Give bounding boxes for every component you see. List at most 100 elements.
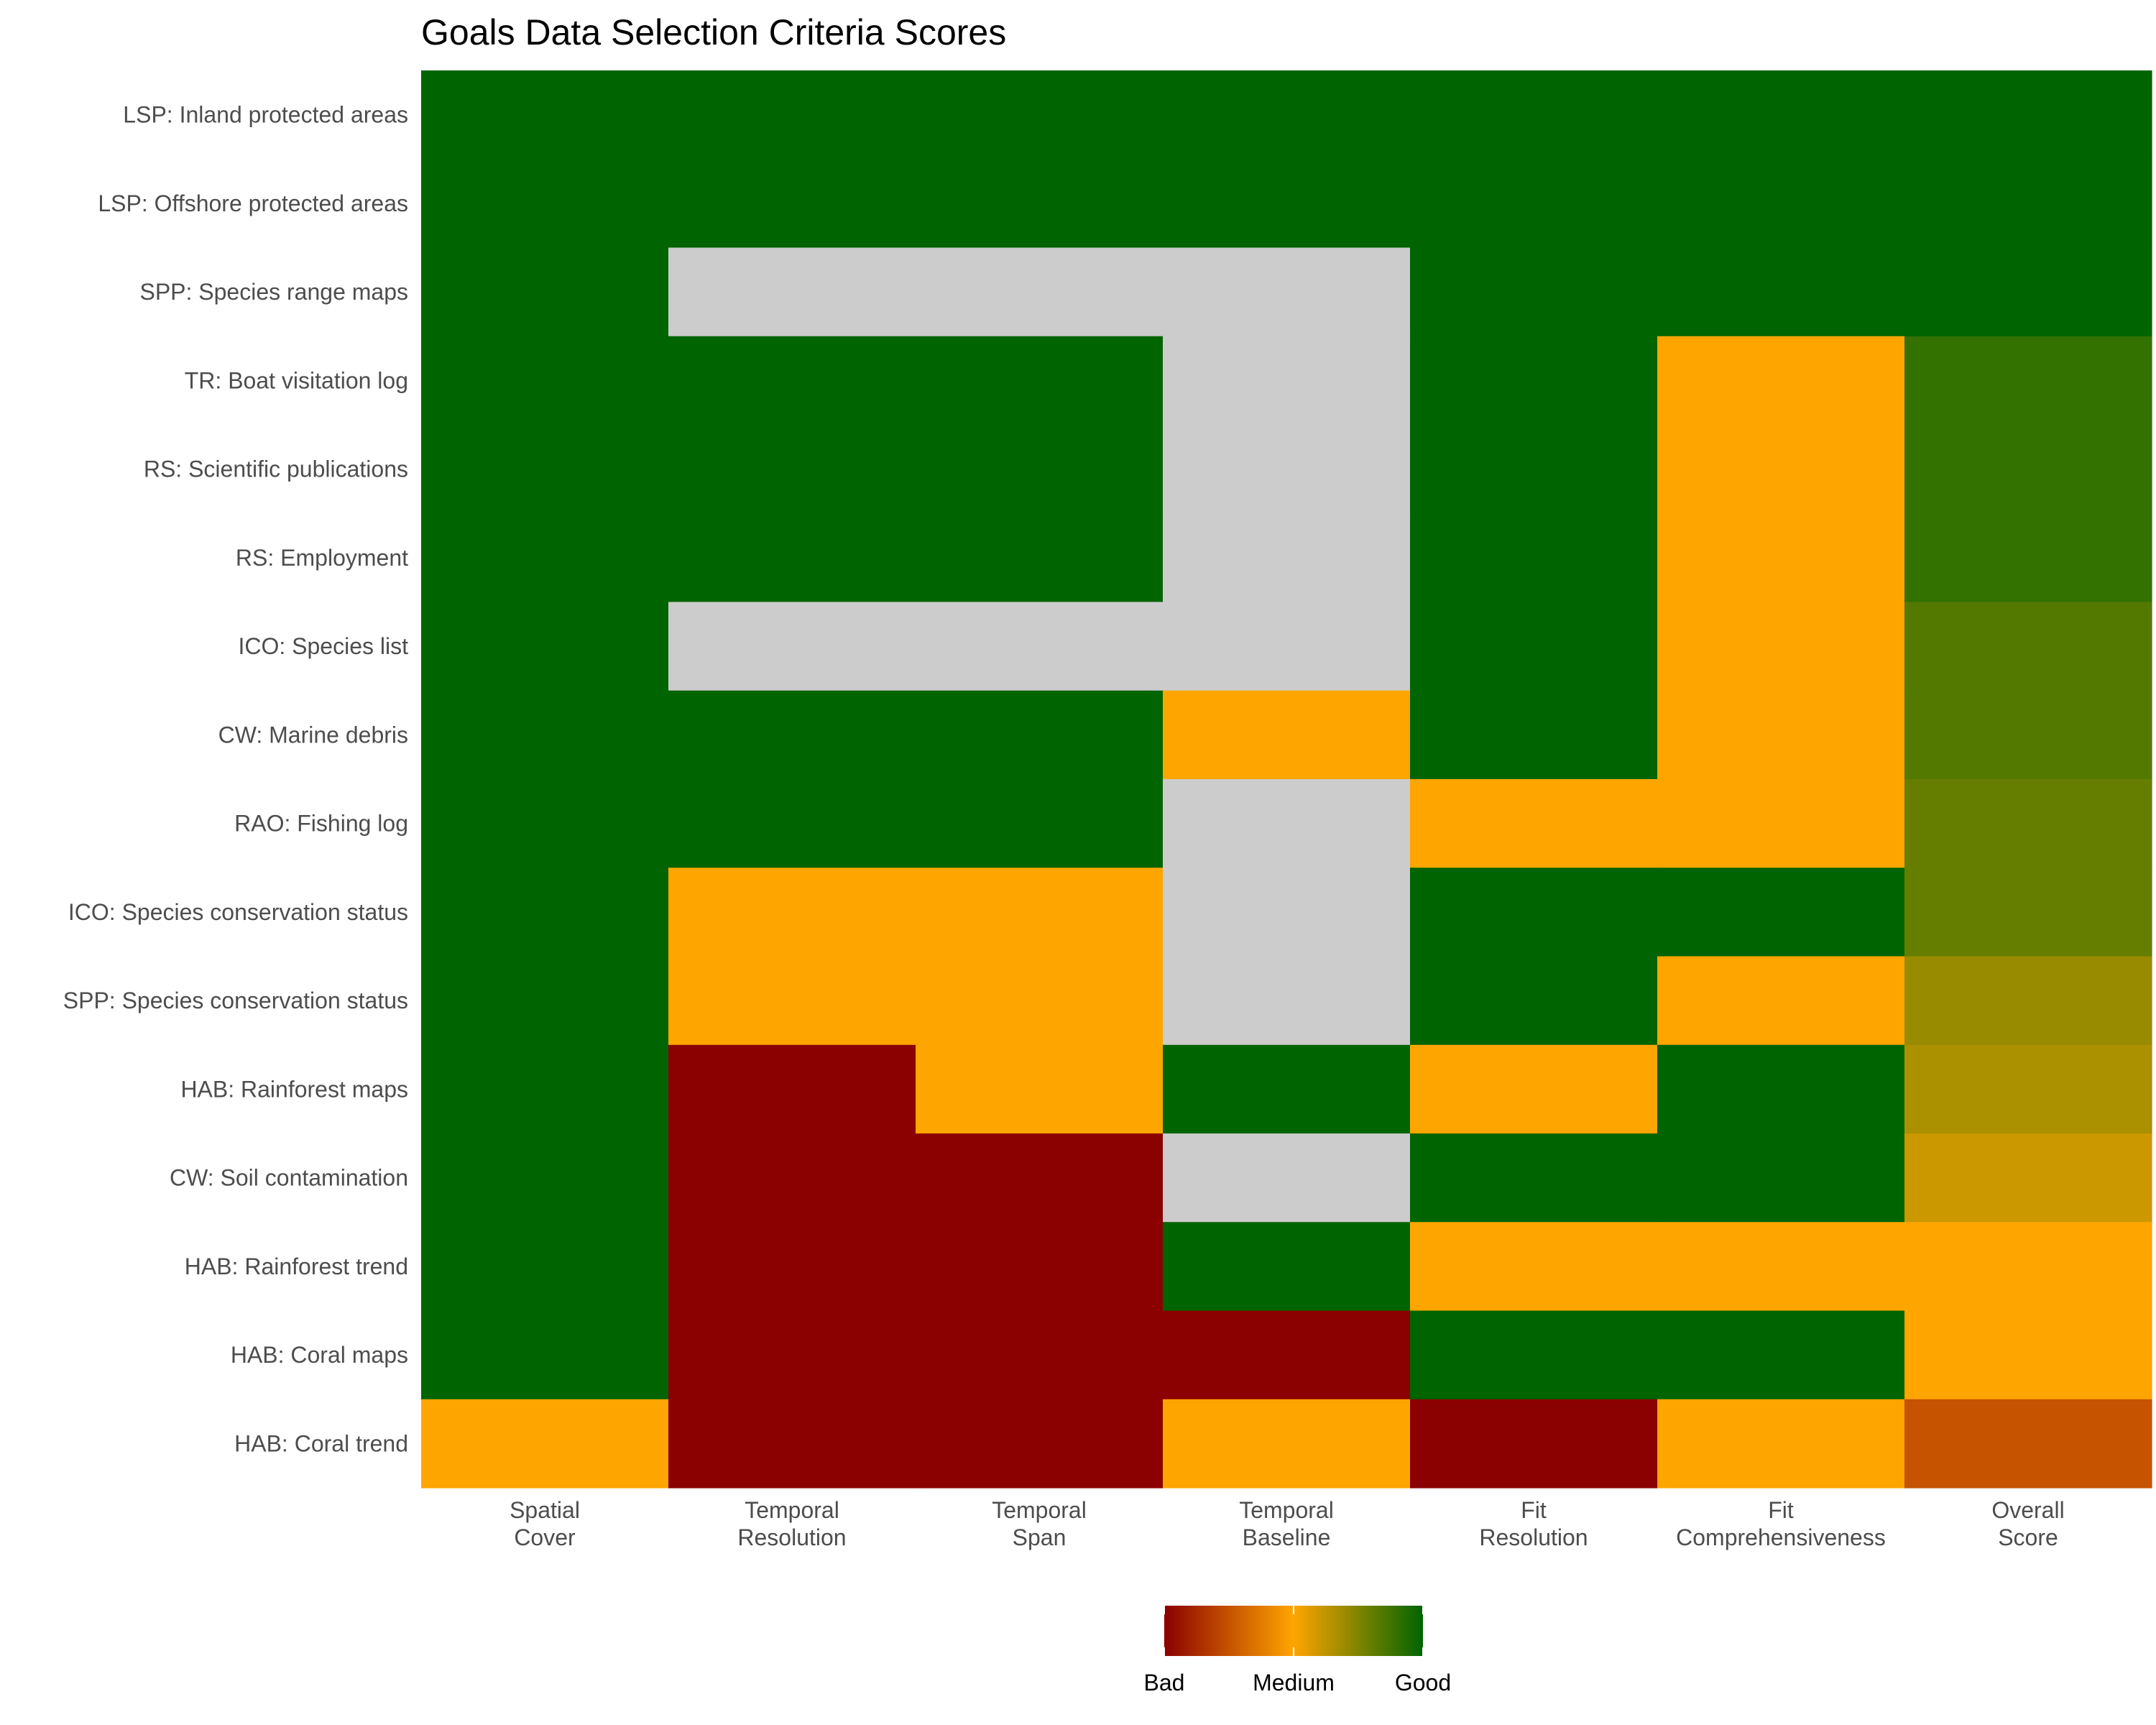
heatmap-cell-r14-c2: [916, 1310, 1164, 1400]
heatmap-cell-r15-c1: [668, 1399, 916, 1489]
heatmap-cell-r7-c3: [1163, 690, 1411, 780]
heatmap-cell-r10-c5: [1657, 956, 1905, 1046]
row-label: HAB: Coral trend: [234, 1430, 408, 1456]
heatmap-cell-r10-c0: [421, 956, 669, 1046]
heatmap-cell-r15-c5: [1657, 1399, 1905, 1489]
heatmap-cell-r0-c0: [421, 70, 669, 160]
heatmap-cell-r0-c4: [1410, 70, 1658, 160]
heatmap-cell-r7-c1: [668, 690, 916, 780]
heatmap-cell-r8-c1: [668, 779, 916, 868]
heatmap-cell-r8-c3: [1163, 779, 1411, 868]
heatmap-cell-r6-c1: [668, 602, 916, 691]
legend-ticks: [1164, 1606, 1424, 1656]
heatmap-cell-r1-c2: [916, 159, 1164, 249]
heatmap-cell-r14-c5: [1657, 1310, 1905, 1400]
heatmap-cell-r9-c3: [1163, 868, 1411, 957]
heatmap-cell-r7-c0: [421, 690, 669, 780]
heatmap-cell-r7-c5: [1657, 690, 1905, 780]
column-label: Temporal Baseline: [1239, 1497, 1334, 1550]
heatmap-cell-r0-c2: [916, 70, 1164, 160]
heatmap-cell-r10-c6: [1904, 956, 2152, 1046]
heatmap-cell-r5-c4: [1410, 513, 1658, 603]
heatmap-cell-r13-c2: [916, 1222, 1164, 1312]
column-label: Overall Score: [1991, 1497, 2064, 1550]
row-label: SPP: Species range maps: [139, 279, 408, 305]
heatmap-cell-r3-c0: [421, 336, 669, 426]
column-label-line: Span: [1013, 1524, 1067, 1550]
heatmap-cell-r15-c2: [916, 1399, 1164, 1489]
legend-label: Bad: [1144, 1670, 1185, 1696]
column-label-line: Spatial: [510, 1497, 580, 1523]
column-label-line: Overall: [1991, 1497, 2064, 1523]
heatmap-cell-r12-c4: [1410, 1133, 1658, 1223]
heatmap-cell-r3-c4: [1410, 336, 1658, 426]
heatmap-cell-r5-c1: [668, 513, 916, 603]
column-label-line: Fit: [1521, 1497, 1547, 1523]
row-label: TR: Boat visitation log: [185, 367, 408, 393]
heatmap-cell-r0-c5: [1657, 70, 1905, 160]
column-label-line: Comprehensiveness: [1676, 1524, 1886, 1550]
heatmap-cell-r2-c6: [1904, 247, 2152, 337]
row-label: HAB: Rainforest maps: [180, 1076, 408, 1102]
heatmap-cell-r15-c6: [1904, 1399, 2152, 1489]
heatmap-cell-r12-c2: [916, 1133, 1164, 1223]
column-label-line: Temporal: [1239, 1497, 1334, 1523]
heatmap-cell-r3-c3: [1163, 336, 1411, 426]
heatmap-cell-r9-c2: [916, 868, 1164, 957]
heatmap-cell-r9-c0: [421, 868, 669, 957]
heatmap-cell-r3-c1: [668, 336, 916, 426]
heatmap-cell-r1-c4: [1410, 159, 1658, 249]
heatmap-cell-r12-c1: [668, 1133, 916, 1223]
row-label: LSP: Inland protected areas: [123, 102, 408, 128]
heatmap-cell-r12-c5: [1657, 1133, 1905, 1223]
heatmap-cell-r15-c0: [421, 1399, 669, 1489]
heatmap-cell-r6-c5: [1657, 602, 1905, 691]
heatmap-cell-r1-c0: [421, 159, 669, 249]
row-label: RAO: Fishing log: [234, 811, 408, 837]
column-label-line: Cover: [514, 1524, 576, 1550]
column-label: Temporal Span: [992, 1497, 1087, 1550]
heatmap-cell-r14-c0: [421, 1310, 669, 1400]
row-label: ICO: Species list: [238, 633, 408, 659]
heatmap-cell-r13-c5: [1657, 1222, 1905, 1312]
heatmap-cell-r3-c5: [1657, 336, 1905, 426]
column-label-line: Resolution: [1479, 1524, 1588, 1550]
heatmap-cell-r6-c4: [1410, 602, 1658, 691]
heatmap-cell-r7-c6: [1904, 690, 2152, 780]
row-label: HAB: Coral maps: [231, 1342, 408, 1368]
column-label-line: Score: [1998, 1524, 2058, 1550]
heatmap-cell-r4-c3: [1163, 425, 1411, 514]
row-label: HAB: Rainforest trend: [185, 1254, 408, 1279]
row-label: ICO: Species conservation status: [68, 899, 408, 925]
column-label: Temporal Resolution: [737, 1497, 846, 1550]
heatmap-cell-r10-c2: [916, 956, 1164, 1046]
row-label: CW: Soil contamination: [170, 1165, 408, 1191]
heatmap-cell-r6-c3: [1163, 602, 1411, 691]
heatmap-cell-r4-c1: [668, 425, 916, 514]
heatmap-cell-r10-c4: [1410, 956, 1658, 1046]
heatmap-cell-r14-c3: [1163, 1310, 1411, 1400]
heatmap-cell-r4-c4: [1410, 425, 1658, 514]
heatmap-cell-r5-c2: [916, 513, 1164, 603]
heatmap-cell-r6-c6: [1904, 602, 2152, 691]
chart-title: Goals Data Selection Criteria Scores: [421, 12, 1006, 52]
heatmap-cell-r15-c3: [1163, 1399, 1411, 1489]
heatmap-cell-r8-c0: [421, 779, 669, 868]
heatmap-cell-r13-c0: [421, 1222, 669, 1312]
heatmap-cell-r4-c2: [916, 425, 1164, 514]
heatmap-cell-r2-c0: [421, 247, 669, 337]
row-label: CW: Marine debris: [218, 722, 408, 748]
heatmap-cell-r10-c3: [1163, 956, 1411, 1046]
legend-label: Medium: [1253, 1670, 1335, 1696]
heatmap-cell-r9-c6: [1904, 868, 2152, 957]
heatmap-cell-r12-c0: [421, 1133, 669, 1223]
row-label: LSP: Offshore protected areas: [98, 190, 408, 216]
column-label-line: Temporal: [745, 1497, 839, 1523]
column-label-line: Baseline: [1243, 1524, 1331, 1550]
heatmap-cell-r1-c1: [668, 159, 916, 249]
legend-label: Good: [1395, 1670, 1451, 1696]
heatmap-cell-r5-c5: [1657, 513, 1905, 603]
heatmap-cell-r3-c2: [916, 336, 1164, 426]
column-label-line: Temporal: [992, 1497, 1087, 1523]
